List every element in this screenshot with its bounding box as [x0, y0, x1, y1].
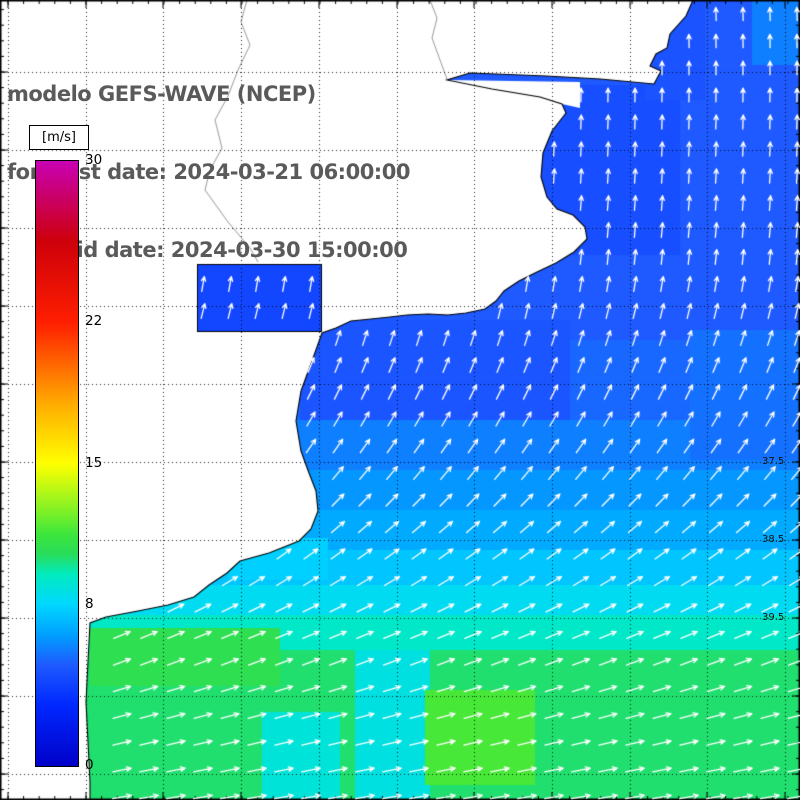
- valid-date: valid date: 2024-03-30 15:00:00: [43, 238, 408, 262]
- colorbar-tick-label: 15: [85, 454, 103, 471]
- latitude-label: 37.5: [762, 456, 785, 467]
- colorbar-tick-label: 30: [85, 152, 103, 168]
- latitude-label: 38.5: [762, 534, 785, 545]
- model-title: modelo GEFS-WAVE (NCEP): [7, 82, 316, 106]
- latitude-label: 39.5: [762, 612, 785, 623]
- colorbar-tick-label: 8: [85, 595, 94, 612]
- colorbar-tick-label: 0: [85, 757, 94, 773]
- colorbar-gradient: [35, 160, 79, 767]
- colorbar-tick-label: 22: [85, 313, 103, 330]
- colorbar-units-label: [m/s]: [29, 125, 89, 150]
